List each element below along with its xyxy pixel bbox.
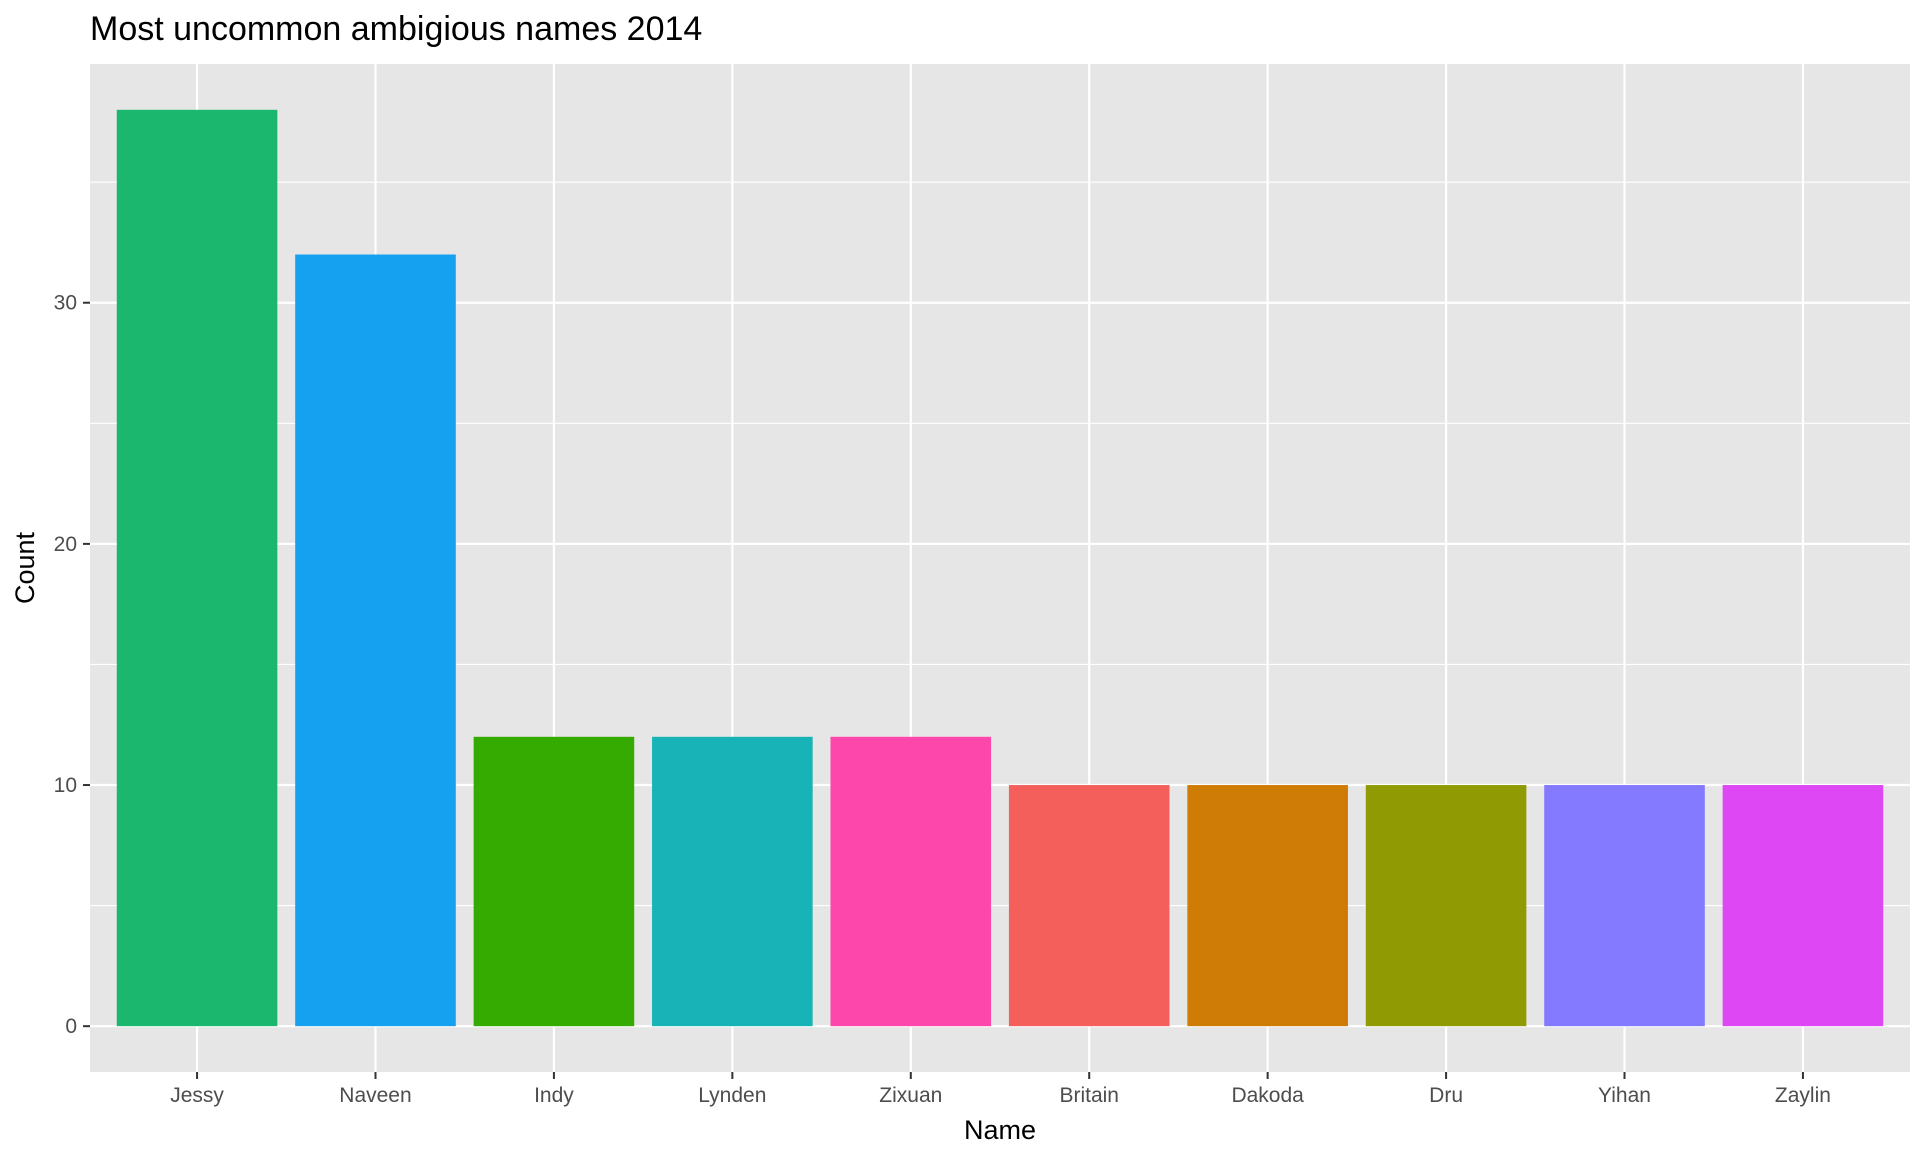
bar-britain [1008, 785, 1170, 1027]
y-tick-label: 20 [54, 533, 77, 556]
x-tick-label: Yihan [1598, 1084, 1651, 1107]
y-tick-label: 10 [54, 774, 77, 797]
x-axis: Jessy Naveen Indy Lynden Zixuan Britain Dakoda… [170, 1072, 1831, 1107]
x-tick-label: Britain [1059, 1084, 1119, 1107]
x-tick-label: Jessy [170, 1084, 224, 1107]
y-tick-label: 0 [65, 1015, 77, 1038]
x-tick-label: Lynden [698, 1084, 766, 1107]
x-tick-label: Indy [534, 1084, 574, 1107]
x-tick-label: Dakoda [1231, 1084, 1304, 1107]
x-tick-label: Zixuan [879, 1084, 942, 1107]
x-axis-title: Name [964, 1115, 1036, 1145]
bar-lynden [652, 736, 813, 1027]
bar-zaylin [1722, 785, 1884, 1027]
bar-dakoda [1187, 785, 1348, 1027]
bar-dru [1365, 785, 1527, 1027]
chart-title: Most uncommon ambigious names 2014 [90, 10, 702, 48]
bar-yihan [1544, 785, 1705, 1027]
y-axis-title: Count [10, 531, 40, 604]
x-tick-label: Dru [1429, 1084, 1463, 1107]
y-axis: 0 10 20 30 [54, 292, 90, 1038]
bar-zixuan [830, 736, 992, 1027]
bar-jessy [116, 109, 278, 1027]
bars [116, 109, 1884, 1027]
bar-indy [473, 736, 635, 1027]
x-tick-label: Zaylin [1775, 1084, 1831, 1107]
y-tick-label: 30 [54, 292, 77, 315]
x-tick-label: Naveen [339, 1084, 411, 1107]
bar-naveen [295, 254, 456, 1027]
